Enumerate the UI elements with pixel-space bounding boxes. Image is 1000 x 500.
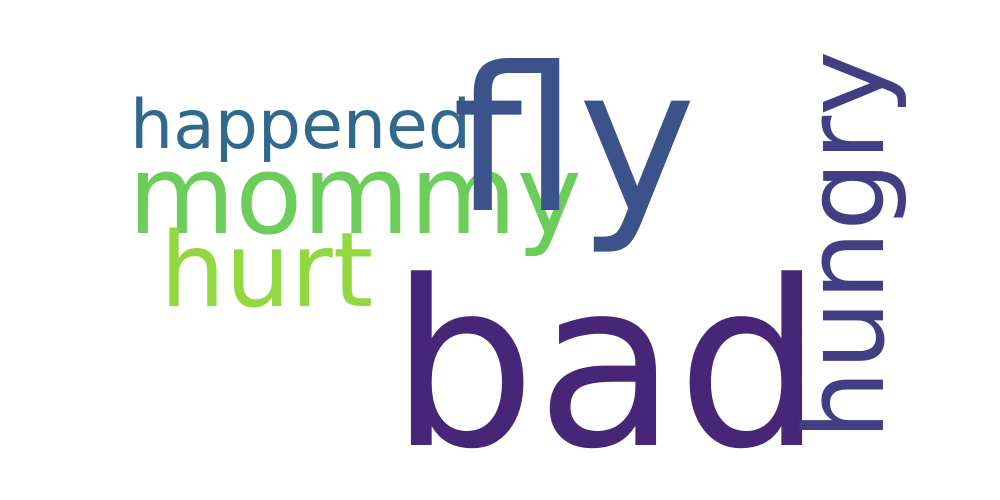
word-bad: bad	[390, 233, 823, 500]
word-hurt: hurt	[160, 211, 374, 331]
word-mommy: mommy	[128, 131, 582, 259]
word-hungry: hungry	[781, 50, 909, 440]
word-happened: happened	[130, 86, 472, 165]
word-fly: fly	[452, 25, 697, 258]
